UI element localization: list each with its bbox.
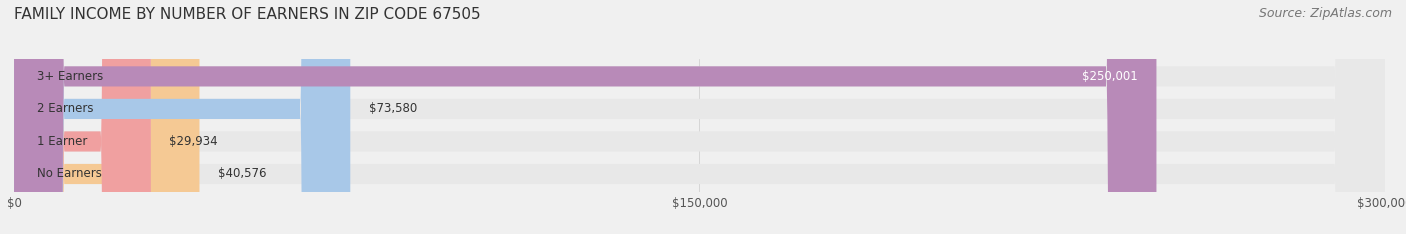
FancyBboxPatch shape <box>14 0 1385 234</box>
FancyBboxPatch shape <box>14 0 350 234</box>
Text: 3+ Earners: 3+ Earners <box>37 70 103 83</box>
Text: $40,576: $40,576 <box>218 168 266 180</box>
Text: FAMILY INCOME BY NUMBER OF EARNERS IN ZIP CODE 67505: FAMILY INCOME BY NUMBER OF EARNERS IN ZI… <box>14 7 481 22</box>
FancyBboxPatch shape <box>14 0 1385 234</box>
Text: Source: ZipAtlas.com: Source: ZipAtlas.com <box>1258 7 1392 20</box>
FancyBboxPatch shape <box>14 0 1157 234</box>
Text: $29,934: $29,934 <box>169 135 218 148</box>
Text: 1 Earner: 1 Earner <box>37 135 87 148</box>
FancyBboxPatch shape <box>14 0 200 234</box>
FancyBboxPatch shape <box>14 0 1385 234</box>
FancyBboxPatch shape <box>14 0 150 234</box>
Text: No Earners: No Earners <box>37 168 101 180</box>
Text: 2 Earners: 2 Earners <box>37 102 93 115</box>
Text: $73,580: $73,580 <box>368 102 416 115</box>
Text: $250,001: $250,001 <box>1083 70 1139 83</box>
FancyBboxPatch shape <box>14 0 1385 234</box>
